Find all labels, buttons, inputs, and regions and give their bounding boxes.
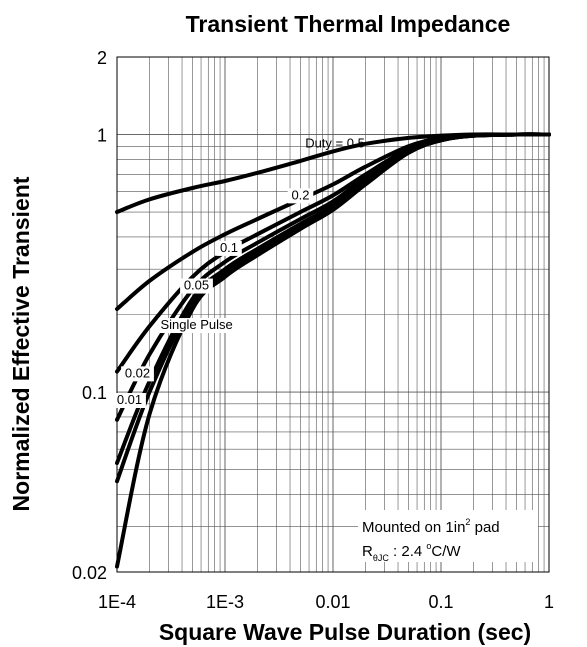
y-tick-label: 1 xyxy=(97,126,107,146)
series-label: Duty = 0.5 xyxy=(305,135,365,150)
y-axis-label: Normalized Effective Transient xyxy=(8,176,34,511)
series-label-bg xyxy=(121,366,154,382)
series-labels: Duty = 0.5 0.2 0.1 0.05 0.02 0.01 Single Pulse xyxy=(113,135,365,409)
y-tick-label: 0.1 xyxy=(82,383,107,403)
plot-frame xyxy=(116,56,550,573)
series-label-bg xyxy=(287,188,314,204)
series-label-bg xyxy=(180,278,213,294)
mount-annotation: Mounted on 1in2 pad RθJC : 2.4 oC/W xyxy=(358,510,538,563)
series-label-bg xyxy=(113,393,146,409)
x-tick-label: 1E-4 xyxy=(98,592,136,612)
series-label: 0.05 xyxy=(184,278,209,293)
y-tick-label: 2 xyxy=(97,48,107,68)
series-lines xyxy=(115,132,551,569)
resistance-note: RθJC : 2.4 oC/W xyxy=(362,541,461,563)
x-tick-label: 1E-3 xyxy=(206,592,244,612)
tick-labels: 1E-4 1E-3 0.01 0.1 1 0.02 0.1 1 2 xyxy=(72,48,554,612)
series-label: 0.2 xyxy=(291,187,309,202)
y-tick-label: 0.02 xyxy=(72,563,107,583)
x-tick-label: 1 xyxy=(544,592,554,612)
series-label: 0.01 xyxy=(117,392,142,407)
chart-title: Transient Thermal Impedance xyxy=(186,11,511,37)
series-label-bg xyxy=(216,240,242,256)
series-line xyxy=(115,132,551,569)
x-tick-label: 0.01 xyxy=(315,592,350,612)
mount-note: Mounted on 1in2 pad xyxy=(362,517,500,536)
series-label: Single Pulse xyxy=(160,317,232,332)
x-axis-label: Square Wave Pulse Duration (sec) xyxy=(159,619,531,645)
series-label: 0.1 xyxy=(220,240,238,255)
grid xyxy=(117,57,549,572)
x-tick-label: 0.1 xyxy=(428,592,453,612)
series-label-bg xyxy=(158,318,249,334)
series-label: 0.02 xyxy=(125,365,150,380)
